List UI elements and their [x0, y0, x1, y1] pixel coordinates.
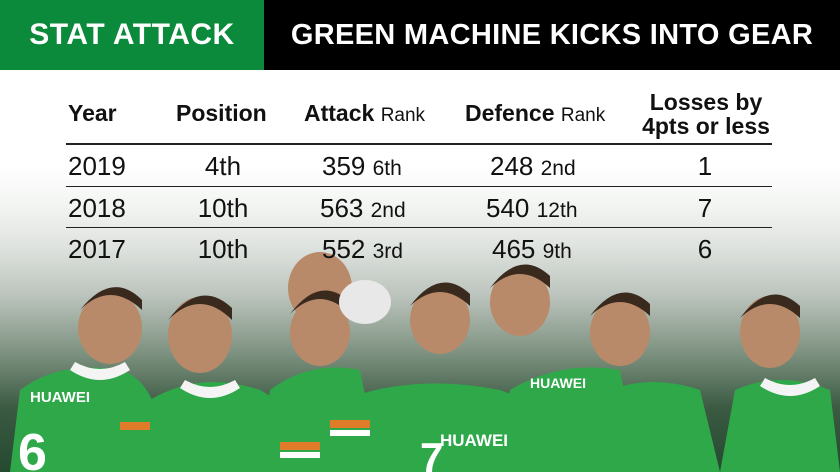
row1-position: 4th	[204, 151, 242, 181]
row1-year: 2019	[68, 151, 126, 181]
row3-attack: 552 3rd	[322, 234, 403, 264]
row-divider	[66, 227, 772, 228]
col-header-position: Position	[176, 100, 267, 126]
row2-position: 10th	[197, 193, 249, 223]
row3-defence: 465 9th	[492, 234, 572, 264]
row1-losses: 1	[697, 151, 713, 181]
row3-year: 2017	[68, 234, 126, 264]
jersey-number-6: 6	[18, 424, 47, 472]
row1-attack: 359 6th	[322, 151, 402, 181]
stats-table: Year Position Attack Rank Defence Rank L…	[0, 70, 840, 280]
team-photo: HUAWEI HUAWEI HUAWEI 6 7	[0, 70, 840, 472]
col-header-attack: Attack Rank	[304, 100, 426, 126]
row-divider	[66, 186, 772, 187]
row3-losses: 6	[697, 234, 713, 264]
jersey-number-7: 7	[420, 434, 443, 472]
sponsor-text-2: HUAWEI	[440, 431, 508, 450]
row2-attack: 563 2nd	[320, 193, 406, 223]
row2-defence: 540 12th	[486, 193, 578, 223]
sponsor-text-1: HUAWEI	[30, 389, 90, 406]
headline: GREEN MACHINE KICKS INTO GEAR	[264, 0, 840, 70]
col-header-year: Year	[68, 100, 117, 126]
header-banner: STAT ATTACK GREEN MACHINE KICKS INTO GEA…	[0, 0, 840, 70]
stat-attack-label: STAT ATTACK	[0, 0, 264, 70]
sponsor-text-3: HUAWEI	[530, 375, 586, 391]
col-header-defence: Defence Rank	[465, 100, 606, 126]
row2-year: 2018	[68, 193, 126, 223]
row3-position: 10th	[197, 234, 249, 264]
row2-losses: 7	[697, 193, 713, 223]
header-divider	[66, 143, 772, 145]
row1-defence: 248 2nd	[490, 151, 576, 181]
players-illustration: HUAWEI HUAWEI HUAWEI 6 7	[10, 252, 840, 472]
col-header-losses: Losses by 4pts or less	[642, 89, 770, 139]
